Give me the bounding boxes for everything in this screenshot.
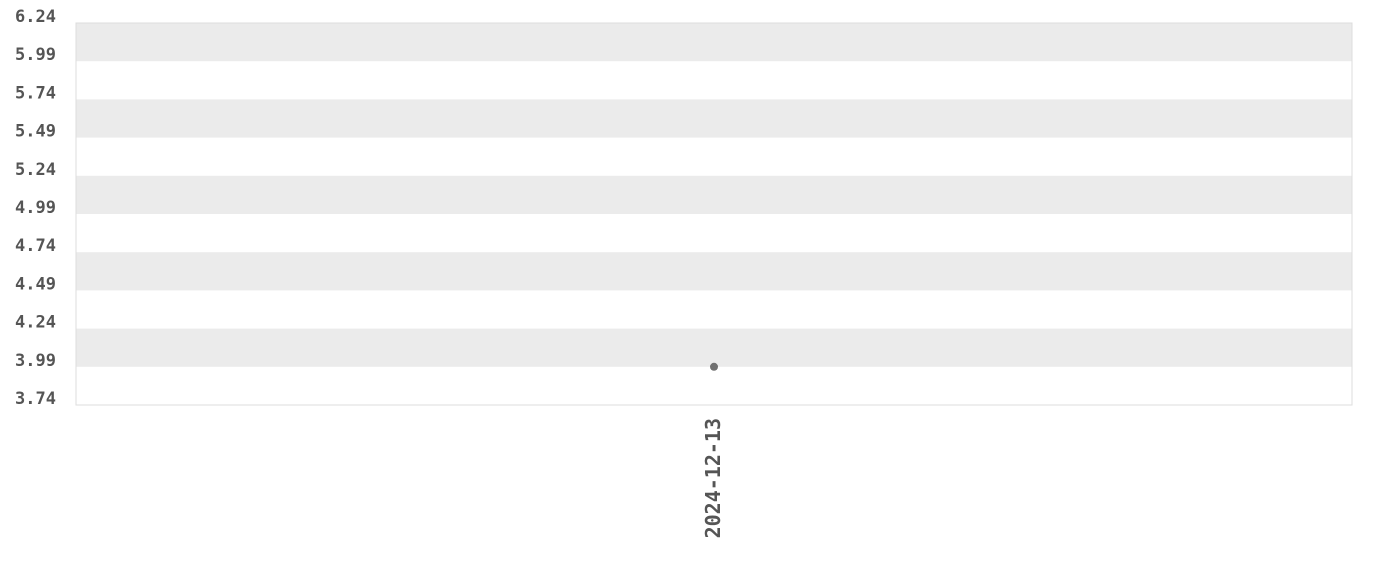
y-tick-label: 5.99 (15, 45, 56, 65)
plot-border (75, 22, 1353, 406)
data-points (710, 362, 718, 371)
y-tick-label: 4.99 (15, 198, 56, 218)
data-point (710, 362, 718, 371)
y-tick-label: 5.49 (15, 122, 56, 142)
y-tick-label: 4.24 (15, 313, 56, 333)
grid-band (76, 23, 1352, 62)
y-tick-label: 4.74 (15, 236, 56, 256)
x-axis: 2024-12-13 (701, 418, 725, 538)
y-tick-label: 5.24 (15, 160, 56, 180)
y-tick-label: 3.99 (15, 351, 56, 371)
grid-band (76, 328, 1352, 367)
x-tick-label: 2024-12-13 (701, 418, 725, 538)
y-tick-label: 6.24 (15, 7, 56, 27)
y-tick-label: 5.74 (15, 83, 56, 103)
y-axis: 3.74 3.99 4.24 4.49 4.74 4.99 5.24 5.49 5.74 5.99… (15, 7, 56, 409)
y-tick-label: 4.49 (15, 274, 56, 294)
grid-band (76, 252, 1352, 291)
grid-band (76, 99, 1352, 138)
y-tick-label: 3.74 (15, 389, 56, 409)
grid-bands (76, 23, 1352, 367)
grid-band (76, 175, 1352, 214)
